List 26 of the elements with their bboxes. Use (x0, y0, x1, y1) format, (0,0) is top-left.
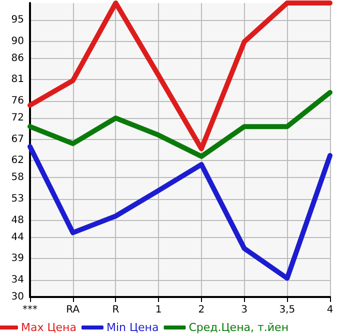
y-tick-label: 44 (11, 232, 24, 243)
x-tick-label: R (112, 304, 120, 316)
x-tick-label: 1 (155, 304, 162, 316)
legend-label: Min Цена (106, 321, 159, 334)
y-tick-label: 34 (11, 274, 24, 286)
y-tick-label: 30 (11, 292, 24, 302)
y-tick-label: 72 (11, 112, 24, 124)
legend-label: Max Цена (21, 321, 76, 334)
y-tick-label: 48 (11, 214, 24, 226)
y-tick-label: 86 (11, 52, 24, 64)
x-tick-label: RA (66, 304, 80, 316)
y-tick-label: 39 (11, 253, 24, 264)
x-tick-label: *** (22, 304, 38, 316)
x-tick-label: 2 (198, 304, 205, 316)
y-tick-label: 95 (11, 14, 24, 26)
x-tick-label: 3 (241, 304, 248, 316)
y-tick-label: 81 (11, 74, 24, 86)
y-tick-label: 76 (11, 96, 24, 106)
y-tick-label: 67 (11, 134, 24, 145)
y-tick-label: 62 (11, 155, 24, 166)
y-tick-label: 53 (11, 194, 24, 204)
y-tick-label: 90 (11, 36, 24, 47)
x-tick-label: 4 (326, 304, 334, 316)
x-tick-label: 3,5 (279, 304, 296, 316)
y-tick-label: 58 (11, 172, 24, 184)
legend-label: Сред.Цена, т.йен (188, 321, 289, 334)
